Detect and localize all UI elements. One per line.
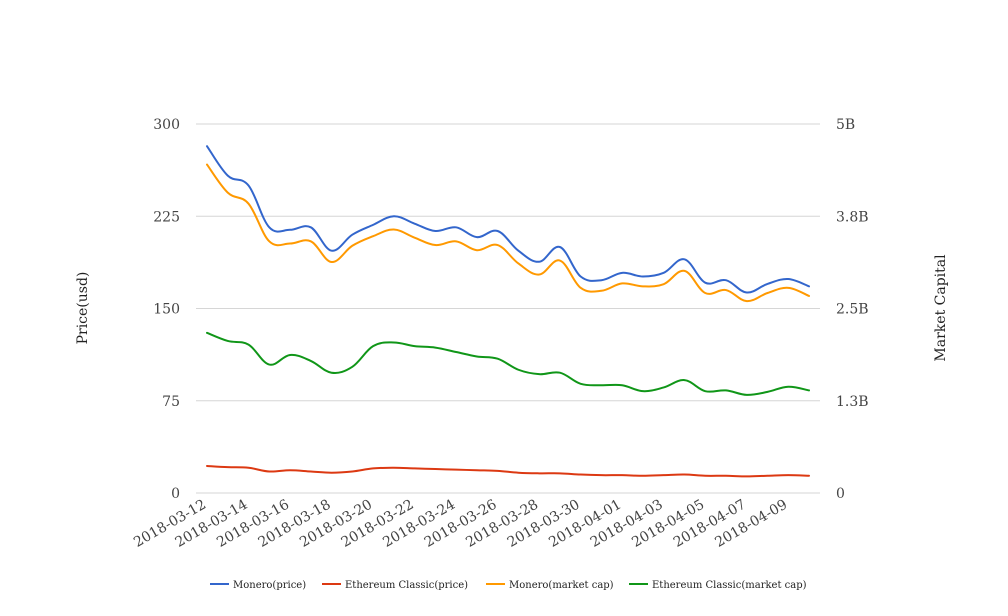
series-line-3 — [206, 331, 810, 396]
y2-tick-label: 2.5B — [836, 302, 869, 318]
y2-tick-label: 0 — [836, 486, 845, 502]
y-tick-label: 300 — [153, 117, 180, 133]
legend: Monero(price) Ethereum Classic(price) Mone… — [210, 580, 807, 591]
y2-tick-label: 5B — [836, 117, 855, 133]
legend-label: Monero(price) — [233, 580, 306, 591]
legend-label: Ethereum Classic(price) — [345, 580, 468, 591]
y2-axis-title: Market Capital — [933, 254, 949, 362]
series-lines — [206, 145, 810, 478]
legend-label: Monero(market cap) — [509, 580, 614, 591]
y2-tick-label: 1.3B — [836, 394, 869, 410]
y-tick-label: 225 — [153, 209, 180, 225]
y-axis-ticks: 0 75 150 225 300 — [153, 117, 180, 502]
y-tick-label: 75 — [162, 394, 180, 410]
series-line-0 — [206, 145, 810, 294]
y2-tick-label: 3.8B — [836, 209, 869, 225]
legend-label: Ethereum Classic(market cap) — [652, 580, 807, 591]
y-axis-title: Price(usd) — [75, 272, 91, 345]
series-line-1 — [206, 464, 810, 478]
y-tick-label: 150 — [153, 302, 180, 318]
series-line-2 — [206, 163, 810, 303]
x-axis-ticks: 2018-03-122018-03-142018-03-162018-03-18… — [131, 497, 790, 551]
gridlines — [196, 123, 820, 494]
y-tick-label: 0 — [171, 486, 180, 502]
y2-axis-ticks: 0 1.3B 2.5B 3.8B 5B — [836, 117, 869, 502]
